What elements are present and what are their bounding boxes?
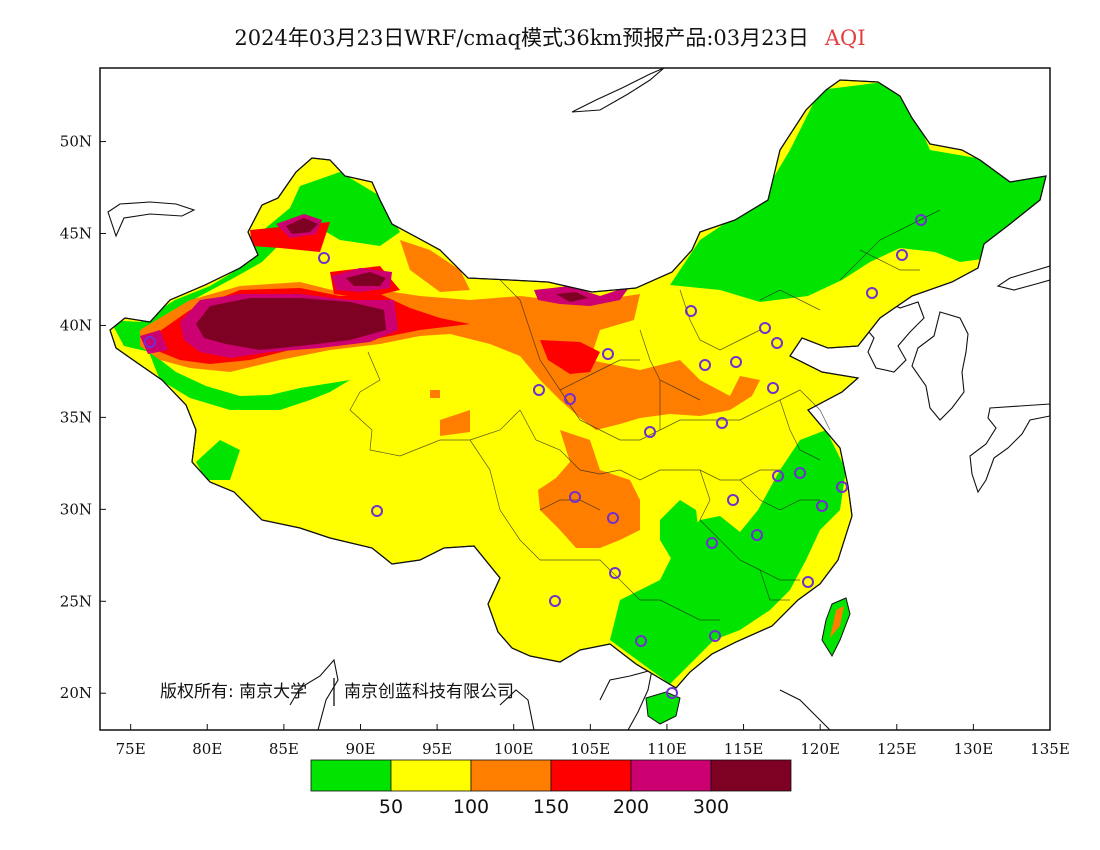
lat-tick-label: 30N	[60, 500, 92, 518]
hainan	[645, 691, 681, 725]
colorbar-swatch	[470, 759, 552, 792]
copyright-owner2: 南京创蓝科技有限公司	[344, 682, 514, 702]
lon-tick-label: 100E	[494, 740, 534, 758]
colorbar-label: 50	[379, 796, 403, 818]
lon-axis: 75E 80E 85E 90E 95E 100E 105E 110E 115E 120E 125E 1…	[116, 724, 1070, 758]
colorbar-swatch	[310, 759, 392, 792]
aqi-colorbar: 50 100 150 200 300	[310, 759, 792, 818]
lat-axis: 50N 45N 40N 35N 30N 25N 20N	[60, 133, 106, 702]
colorbar-label: 300	[693, 796, 729, 818]
lat-tick-label: 40N	[60, 316, 92, 334]
colorbar-swatch	[710, 759, 792, 792]
lat-tick-label: 20N	[60, 684, 92, 702]
lat-tick-label: 50N	[60, 133, 92, 151]
map-title: 2024年03月23日WRF/cmaq模式36km预报产品:03月23日 AQI	[0, 22, 1100, 52]
lat-tick-label: 45N	[60, 225, 92, 243]
colorbar-label: 200	[613, 796, 649, 818]
lat-tick-label: 25N	[60, 592, 92, 610]
map-frame	[99, 67, 1051, 731]
colorbar-label: 100	[453, 796, 489, 818]
lon-tick-label: 135E	[1030, 740, 1070, 758]
neighbor-boundaries	[107, 68, 1050, 730]
colorbar-swatch	[390, 759, 472, 792]
lon-tick-label: 115E	[724, 740, 764, 758]
province-boundaries	[349, 209, 941, 621]
lat-tick-label: 35N	[60, 408, 92, 426]
china-border	[109, 79, 1047, 689]
lon-tick-label: 105E	[571, 740, 611, 758]
colorbar-swatch	[550, 759, 632, 792]
lon-tick-label: 120E	[800, 740, 840, 758]
lon-tick-label: 75E	[116, 740, 146, 758]
station-markers	[144, 214, 927, 699]
lon-tick-label: 85E	[269, 740, 299, 758]
colorbar-label: 150	[533, 796, 569, 818]
colorbar-swatch	[630, 759, 712, 792]
copyright-owner1: 版权所有: 南京大学	[160, 682, 307, 702]
lon-tick-label: 90E	[345, 740, 375, 758]
title-text: 2024年03月23日WRF/cmaq模式36km预报产品:03月23日	[234, 26, 809, 50]
lon-tick-label: 130E	[954, 740, 994, 758]
lon-tick-label: 95E	[422, 740, 452, 758]
lon-tick-label: 125E	[877, 740, 917, 758]
lon-tick-label: 80E	[192, 740, 222, 758]
title-variable: AQI	[824, 26, 866, 50]
lon-tick-label: 110E	[647, 740, 687, 758]
